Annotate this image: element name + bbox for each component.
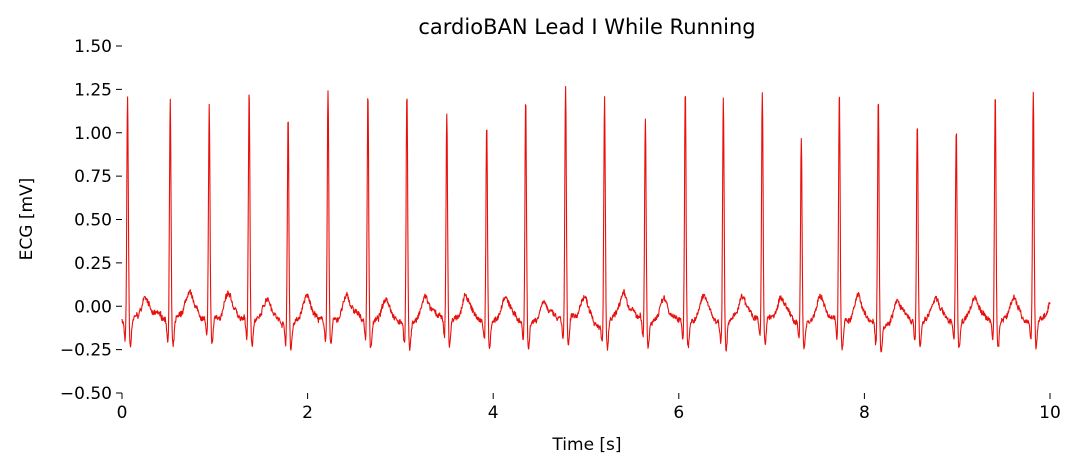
x-tick-label: 2 xyxy=(302,403,313,423)
x-tick-label: 6 xyxy=(673,403,684,423)
y-tick-label: −0.50 xyxy=(60,384,112,404)
x-axis-label: Time [s] xyxy=(551,435,621,455)
x-tick-label: 10 xyxy=(1039,403,1061,423)
y-tick-label: 1.50 xyxy=(74,37,112,57)
y-tick-label: 0.50 xyxy=(74,211,112,231)
x-axis: 0 2 4 6 8 10 xyxy=(117,393,1061,423)
y-axis-label: ECG [mV] xyxy=(17,178,37,261)
y-tick-label: 0.00 xyxy=(74,297,112,317)
x-tick-label: 4 xyxy=(488,403,499,423)
y-tick-label: 0.25 xyxy=(74,254,112,274)
y-tick-label: 0.75 xyxy=(74,167,112,187)
x-tick-label: 0 xyxy=(117,403,128,423)
ecg-series-line xyxy=(121,85,1051,353)
y-tick-label: −0.25 xyxy=(60,341,112,361)
y-axis: −0.50 −0.25 0.00 0.25 0.50 0.75 1.00 1.25 1.50 xyxy=(60,37,122,404)
chart-title: cardioBAN Lead I While Running xyxy=(418,15,755,39)
x-tick-label: 8 xyxy=(859,403,870,423)
y-tick-label: 1.25 xyxy=(74,80,112,100)
y-tick-label: 1.00 xyxy=(74,124,112,144)
